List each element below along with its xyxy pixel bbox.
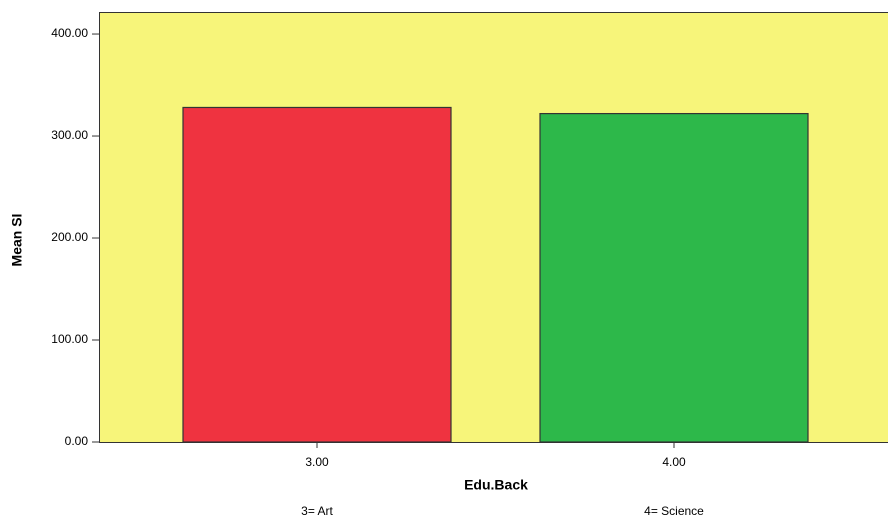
bar (182, 106, 452, 443)
y-tick-label: 0.00 (65, 434, 89, 448)
y-tick-label: 200.00 (51, 230, 88, 244)
x-axis-label: Edu.Back (464, 477, 528, 493)
y-tick-label: 100.00 (51, 332, 88, 346)
y-axis-label: Mean SI (9, 214, 25, 267)
y-tick-label: 300.00 (51, 128, 88, 142)
annotation: 3= Art (301, 504, 333, 518)
bar (539, 112, 809, 443)
x-tick-label: 4.00 (662, 455, 686, 469)
annotation: 4= Science (644, 504, 704, 518)
x-tick-label: 3.00 (305, 455, 329, 469)
y-tick-label: 400.00 (51, 26, 88, 40)
